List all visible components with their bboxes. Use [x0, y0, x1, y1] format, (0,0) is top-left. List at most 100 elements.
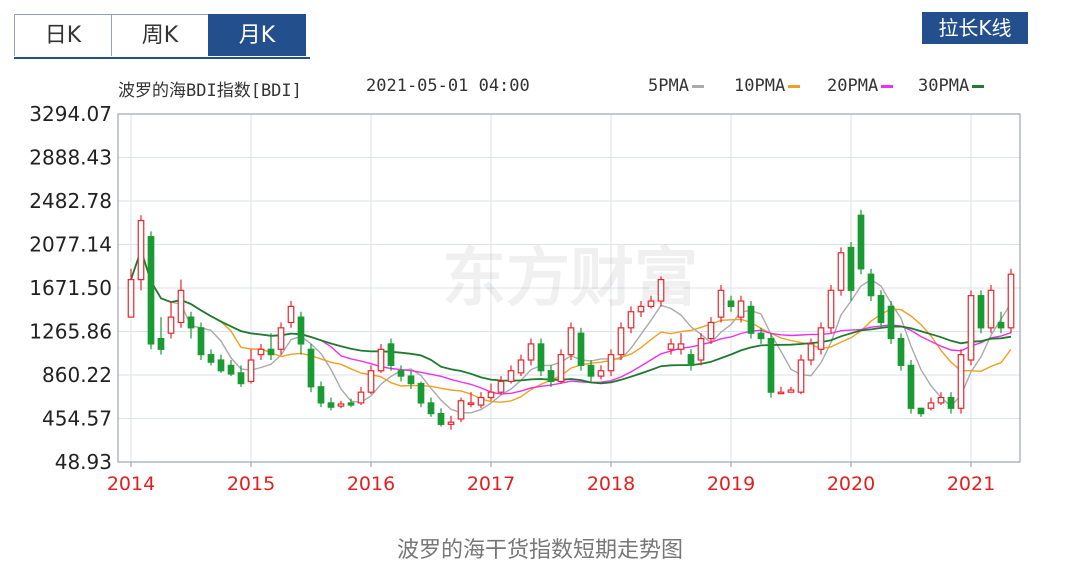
candle-body: [467, 402, 475, 406]
candle-body: [167, 316, 175, 334]
candle-body: [887, 305, 895, 340]
x-tick-label: 2015: [227, 473, 275, 495]
candle-body: [567, 327, 575, 356]
candle-body: [597, 370, 605, 377]
candle-body: [347, 402, 355, 406]
candle-body: [967, 295, 975, 361]
candle-body: [577, 332, 585, 366]
candle-body: [247, 359, 255, 383]
legend-10pma-label: 10PMA: [734, 76, 786, 96]
candle-body: [977, 295, 985, 329]
period-tabs: 日K 周K 月K: [14, 14, 306, 58]
candle-body: [317, 386, 325, 404]
candle-body: [497, 380, 505, 393]
candle-body: [227, 364, 235, 375]
x-tick-label: 2018: [587, 473, 635, 495]
y-tick-label: 1265.86: [29, 319, 112, 343]
candle-layer: [127, 209, 1015, 430]
candle-body: [517, 359, 525, 374]
legend-5pma-label: 5PMA: [648, 76, 689, 96]
candle-body: [407, 375, 415, 385]
candle-body: [527, 343, 535, 361]
candle-body: [487, 391, 495, 399]
candle-body: [237, 372, 245, 385]
legend-30pma-label: 30PMA: [918, 76, 970, 96]
legend-30pma-swatch: [972, 84, 985, 88]
candle-body: [507, 370, 515, 383]
candle-body: [697, 337, 705, 361]
legend-10pma-swatch: [788, 84, 801, 88]
y-tick-label: 2888.43: [29, 145, 112, 169]
x-tick-label: 2019: [707, 473, 755, 495]
candle-body: [477, 396, 485, 406]
candle-body: [727, 300, 735, 307]
tab-weekly-k[interactable]: 周K: [111, 14, 209, 56]
candle-body: [607, 354, 615, 372]
ma-line-10: [130, 247, 1012, 403]
candle-body: [687, 354, 695, 366]
candle-body: [957, 354, 965, 409]
watermark-text: 东方财富: [442, 242, 698, 316]
candle-body: [637, 305, 645, 313]
candle-body: [757, 332, 765, 340]
candle-body: [717, 289, 725, 318]
legend-5pma-swatch: [691, 84, 704, 88]
y-tick-label: 2482.78: [29, 189, 112, 213]
candle-body: [557, 354, 565, 383]
candle-body: [877, 295, 885, 324]
candle-body: [707, 321, 715, 340]
candle-body: [327, 402, 335, 408]
plot-frame: [117, 113, 1021, 463]
candle-body: [187, 316, 195, 329]
candle-body: [587, 364, 595, 377]
y-tick-label: 1671.50: [29, 276, 112, 300]
candle-body: [377, 348, 385, 372]
tab-daily-k[interactable]: 日K: [14, 14, 112, 56]
x-tick-label: 2016: [347, 473, 395, 495]
expand-candles-button[interactable]: 拉长K线: [922, 12, 1028, 44]
candle-body: [917, 407, 925, 415]
candle-body: [677, 343, 685, 350]
candle-body: [197, 327, 205, 356]
candle-body: [337, 403, 345, 407]
tab-underline: [14, 57, 310, 59]
candle-body: [997, 321, 1005, 329]
candle-body: [547, 370, 555, 383]
x-axis: 2014 2015 2016 2017 2018 2019 2020 2021: [107, 462, 995, 495]
candle-body: [357, 391, 365, 404]
legend-20pma: 20PMA: [827, 76, 894, 96]
candle-body: [367, 370, 375, 393]
candle-body: [897, 337, 905, 366]
legend-20pma-swatch: [881, 84, 894, 88]
candle-body: [927, 402, 935, 409]
candle-body: [857, 214, 865, 270]
candle-body: [207, 354, 215, 363]
candle-body: [827, 289, 835, 329]
candle-body: [447, 421, 455, 425]
candle-body: [817, 327, 825, 350]
candle-body: [667, 343, 675, 350]
candle-body: [1007, 273, 1015, 329]
candle-body: [867, 273, 875, 297]
candle-body: [747, 305, 755, 334]
x-tick-label: 2014: [107, 473, 155, 495]
candle-body: [537, 343, 545, 372]
candle-body: [297, 316, 305, 345]
candle-body: [157, 337, 165, 350]
candle-body: [287, 305, 295, 324]
figure-caption: 波罗的海干货指数短期走势图: [396, 538, 683, 563]
y-tick-label: 3294.07: [29, 102, 112, 126]
candle-body: [457, 400, 465, 420]
y-tick-label: 2077.14: [29, 233, 112, 257]
candle-body: [427, 402, 435, 415]
candle-body: [767, 337, 775, 393]
candle-body: [907, 364, 915, 409]
candle-body: [277, 327, 285, 350]
candle-body: [807, 343, 815, 361]
x-tick-label: 2017: [467, 473, 515, 495]
grid-layer: [118, 114, 1020, 462]
chart-datetime: 2021-05-01 04:00: [366, 76, 530, 96]
candle-body: [267, 348, 275, 356]
legend-10pma: 10PMA: [734, 76, 801, 96]
tab-monthly-k[interactable]: 月K: [208, 14, 306, 56]
